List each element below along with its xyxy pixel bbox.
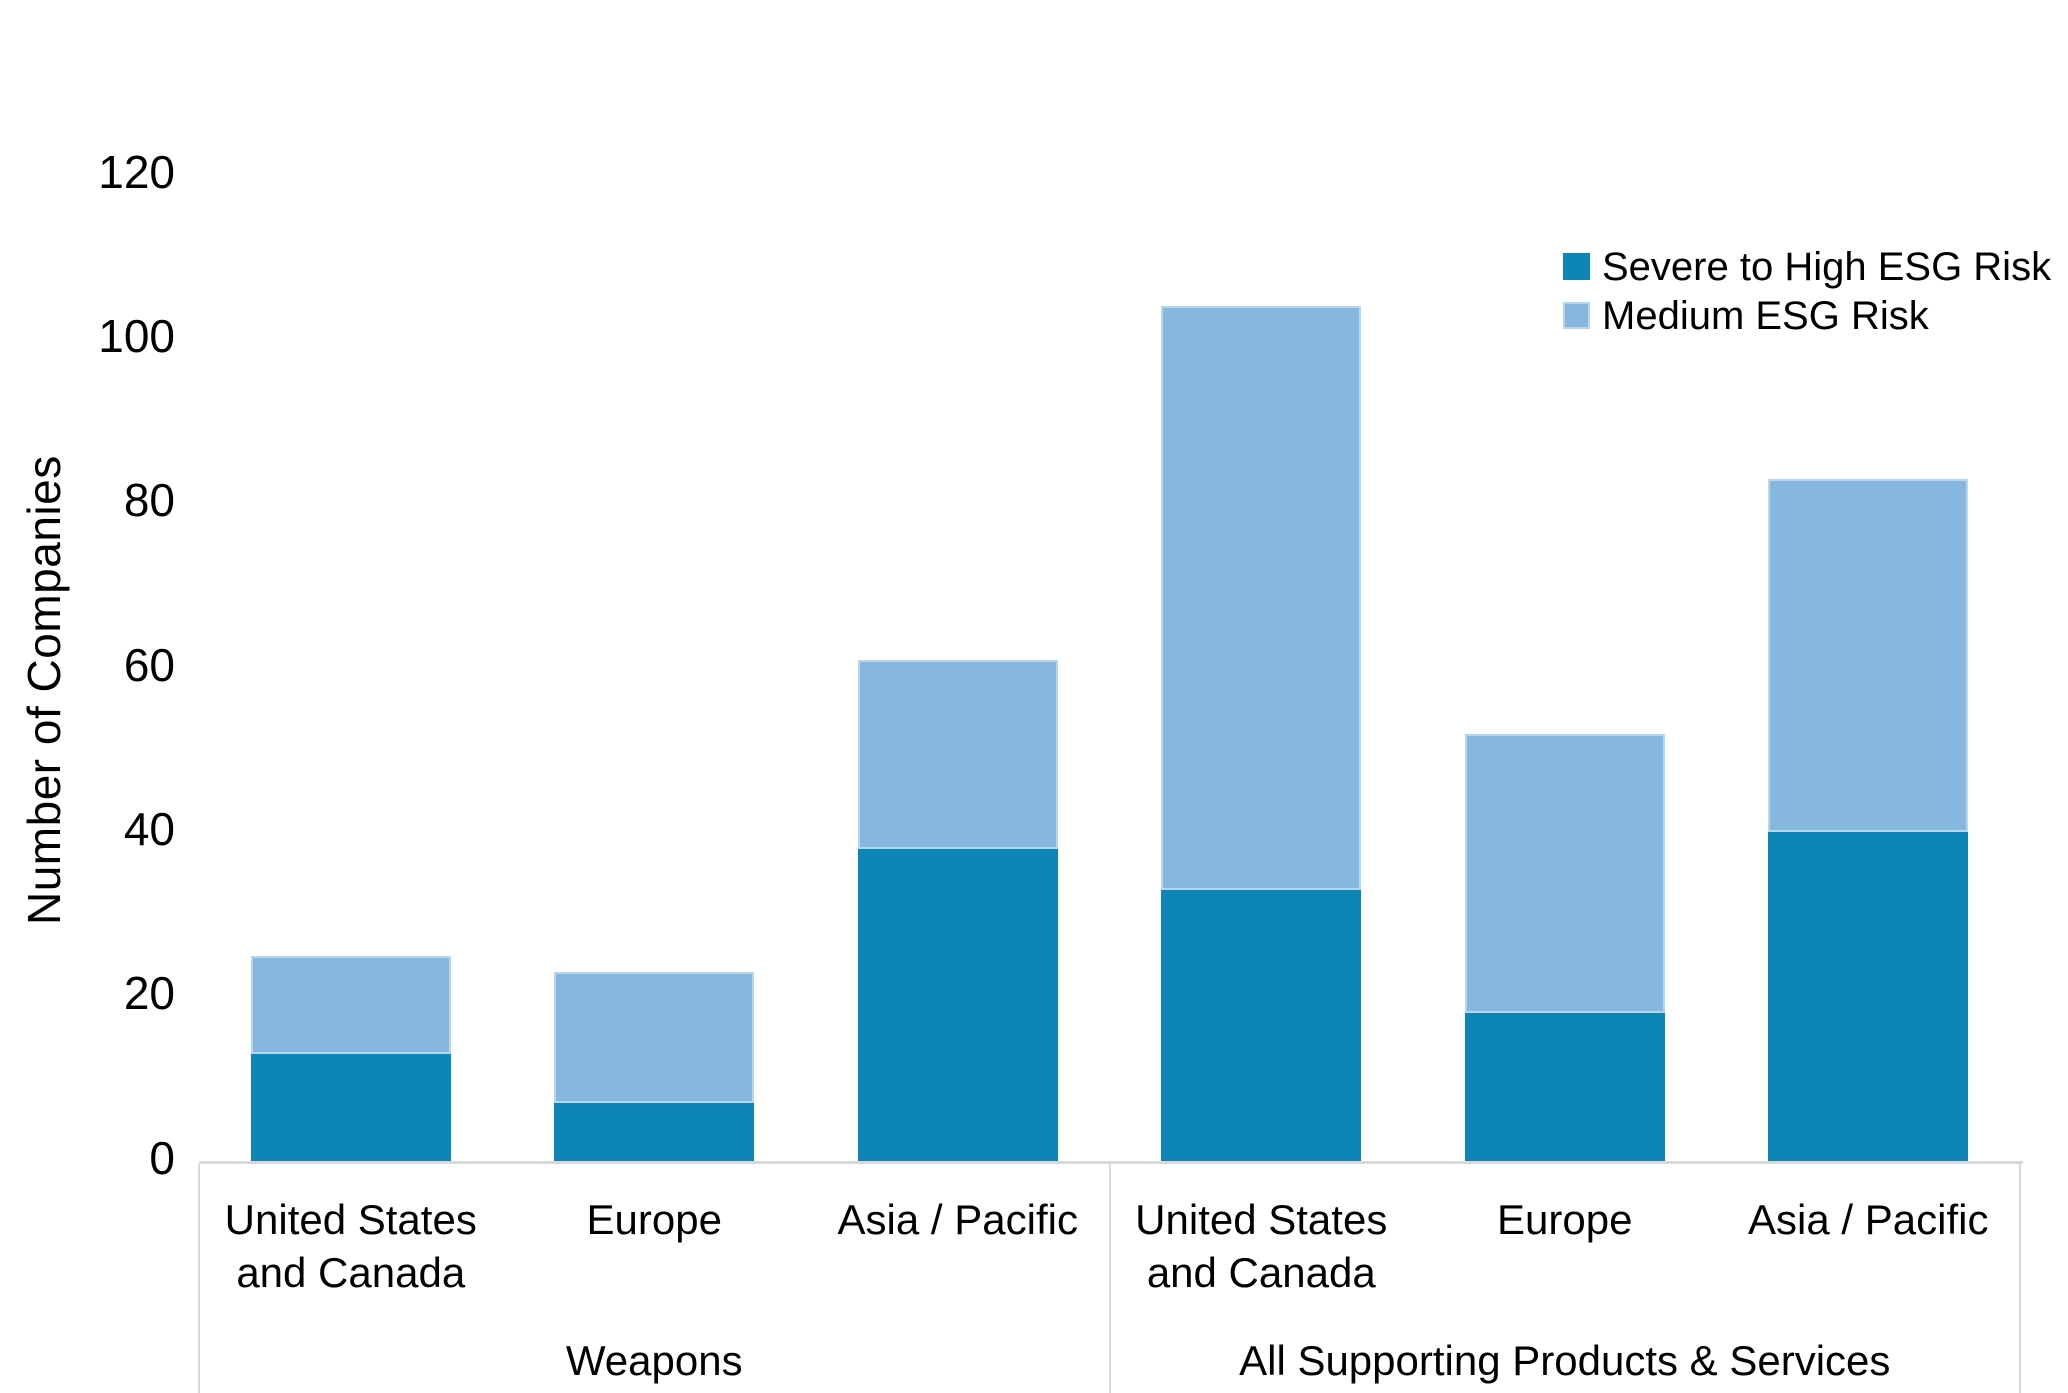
bar-segment-severe-high[interactable] <box>1768 832 1969 1161</box>
bar-segment-medium[interactable] <box>1768 479 1969 833</box>
y-tick-label: 100 <box>98 309 175 362</box>
bar-segment-medium[interactable] <box>554 972 755 1104</box>
x-axis-line <box>199 1161 2023 1164</box>
category-label: Asia / Pacific <box>1748 1196 1989 1243</box>
y-tick-label: 40 <box>123 802 175 855</box>
y-tick-label: 0 <box>149 1131 175 1184</box>
category-label: Europe <box>586 1196 722 1243</box>
legend-item-severe-high[interactable]: Severe to High ESG Risk <box>1563 243 2051 290</box>
bar-segment-severe-high[interactable] <box>1161 889 1362 1161</box>
group-label: All Supporting Products & Services <box>1239 1337 1891 1384</box>
axis-band-separator-line <box>198 1164 200 1393</box>
y-tick-label: 120 <box>98 145 175 198</box>
legend-item-medium[interactable]: Medium ESG Risk <box>1563 292 2051 339</box>
category-label: Europe <box>1497 1196 1633 1243</box>
axis-band-separator-line <box>2019 1164 2021 1393</box>
bar-segment-severe-high[interactable] <box>1464 1013 1665 1161</box>
category-label: United States and Canada <box>224 1196 477 1296</box>
legend-swatch-medium-icon <box>1563 302 1590 329</box>
axis-band-separator-line <box>1108 1164 1111 1393</box>
category-label: United States and Canada <box>1135 1196 1388 1296</box>
bar-segment-medium[interactable] <box>857 659 1058 849</box>
bar-segment-severe-high[interactable] <box>554 1103 755 1161</box>
legend-label-medium: Medium ESG Risk <box>1602 293 1929 338</box>
y-axis-title: Number of Companies <box>18 455 70 925</box>
legend: Severe to High ESG Risk Medium ESG Risk <box>1563 243 2051 339</box>
y-tick-label: 60 <box>123 638 175 691</box>
group-label: Weapons <box>565 1337 743 1384</box>
bar-segment-medium[interactable] <box>250 955 451 1055</box>
bar-segment-medium[interactable] <box>1161 306 1362 890</box>
y-tick-label: 80 <box>123 474 175 527</box>
bar-segment-severe-high[interactable] <box>250 1054 451 1161</box>
legend-swatch-severe-high-icon <box>1563 253 1590 280</box>
bar-segment-medium[interactable] <box>1464 733 1665 1014</box>
bar-segment-severe-high[interactable] <box>857 848 1058 1161</box>
category-label: Asia / Pacific <box>837 1196 1078 1243</box>
legend-label-severe-high: Severe to High ESG Risk <box>1602 244 2052 289</box>
y-tick-label: 20 <box>123 967 175 1020</box>
